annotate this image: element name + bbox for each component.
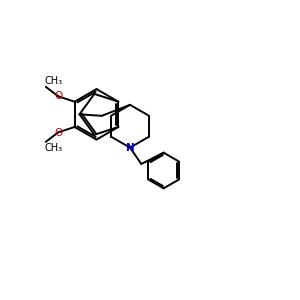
Text: CH₃: CH₃ bbox=[45, 143, 63, 153]
Text: O: O bbox=[54, 91, 62, 101]
Text: N: N bbox=[126, 142, 134, 153]
Text: CH₃: CH₃ bbox=[45, 76, 63, 86]
Text: O: O bbox=[54, 128, 62, 138]
